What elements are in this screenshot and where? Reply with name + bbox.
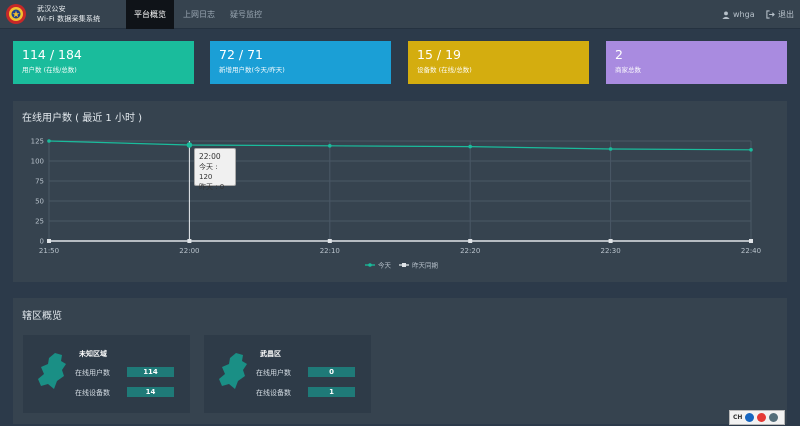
chart-grid: [48, 140, 752, 242]
chart-series: [48, 140, 752, 242]
chart-legend: 今天 昨天同期: [365, 261, 439, 270]
tooltip-time: 22:00: [199, 152, 221, 161]
logout-label: 退出: [778, 10, 794, 19]
district-name: 未知区域: [79, 350, 107, 358]
brand-org: 武汉公安: [37, 5, 66, 13]
x-axis: 21:50 22:00 22:10 22:20 22:30 22:40: [39, 247, 761, 255]
districts-title: 辖区概览: [22, 311, 62, 322]
stat-label: 设备数 (在线/总数): [417, 66, 472, 74]
username: whga: [733, 10, 755, 19]
chart-tooltip: 22:00 今天 : 120 昨天 : 0: [194, 148, 236, 191]
district-map-icon: [38, 353, 66, 389]
stat-card-merchants: 2 商家总数: [606, 41, 787, 84]
data-point: [47, 139, 51, 143]
y-tick-label: 100: [31, 158, 44, 166]
online-devices-label: 在线设备数: [256, 389, 291, 397]
logout-icon: [766, 10, 775, 19]
ime-sogou-icon[interactable]: [757, 413, 767, 422]
online-devices-label: 在线设备数: [75, 389, 110, 397]
y-tick-label: 0: [40, 238, 44, 246]
district-card-unknown[interactable]: 未知区域 在线用户数 114 在线设备数 14: [23, 335, 190, 413]
legend-marker: [402, 263, 406, 267]
online-users-badge: 0: [308, 367, 355, 377]
app-brand: 武汉公安 Wi-Fi 数据采集系统: [37, 4, 100, 24]
chart-points: [47, 139, 753, 243]
ime-mode-icon[interactable]: [745, 413, 755, 422]
user-icon: [722, 10, 730, 19]
y-tick-label: 75: [35, 178, 44, 186]
data-point: [187, 239, 192, 243]
tooltip-today: 今天 : 120: [199, 163, 218, 181]
brand-system: Wi-Fi 数据采集系统: [37, 15, 101, 23]
tab-suspect-monitor[interactable]: 疑号监控: [230, 10, 262, 19]
online-devices-badge: 1: [308, 387, 355, 397]
ime-settings-icon[interactable]: [769, 413, 779, 422]
chart-title: 在线用户数 ( 最近 1 小时 ): [22, 113, 143, 124]
data-point: [608, 239, 613, 243]
online-users-label: 在线用户数: [256, 369, 291, 377]
stat-label: 商家总数: [615, 66, 641, 74]
data-point: [608, 147, 613, 151]
data-point: [328, 144, 332, 148]
x-tick-label: 22:20: [460, 247, 480, 255]
tooltip-yesterday: 昨天 : 0: [199, 183, 225, 191]
stat-value: 114 / 184: [22, 47, 82, 62]
y-tick-label: 25: [35, 218, 44, 226]
ime-toolbar[interactable]: CH: [729, 410, 785, 425]
online-devices-badge: 14: [127, 387, 174, 397]
stat-label: 新增用户数(今天/昨天): [219, 66, 285, 74]
legend-marker: [368, 263, 372, 267]
top-navbar: 武汉公安 Wi-Fi 数据采集系统 平台概览 上网日志 疑号监控 whga 退出: [0, 0, 800, 29]
x-tick-label: 22:10: [320, 247, 340, 255]
stat-card-new-users: 72 / 71 新增用户数(今天/昨天): [210, 41, 391, 84]
data-point: [468, 239, 473, 243]
tab-platform-overview[interactable]: 平台概览: [126, 0, 174, 29]
series-line: [48, 140, 752, 151]
data-point: [749, 148, 753, 152]
online-users-panel: 在线用户数 ( 最近 1 小时 ): [13, 101, 787, 282]
district-card-wuchang[interactable]: 武昌区 在线用户数 0 在线设备数 1: [204, 335, 371, 413]
stat-card-devices: 15 / 19 设备数 (在线/总数): [408, 41, 589, 84]
ime-language-label: CH: [733, 414, 743, 421]
stat-card-users: 114 / 184 用户数 (在线/总数): [13, 41, 194, 84]
online-users-badge: 114: [127, 367, 174, 377]
x-tick-label: 21:50: [39, 247, 59, 255]
online-users-label: 在线用户数: [75, 369, 110, 377]
y-axis: 0 25 50 75 100 125: [31, 138, 44, 246]
legend-label: 昨天同期: [412, 261, 439, 270]
y-tick-label: 50: [35, 198, 44, 206]
data-point: [749, 239, 753, 243]
stat-value: 2: [615, 47, 623, 62]
data-point: [47, 239, 51, 243]
stat-value: 72 / 71: [219, 47, 263, 62]
stat-label: 用户数 (在线/总数): [22, 66, 77, 74]
x-tick-label: 22:30: [601, 247, 621, 255]
y-tick-label: 125: [31, 138, 44, 146]
logout-button[interactable]: 退出: [766, 0, 794, 29]
police-emblem-icon: [6, 4, 26, 24]
legend-label: 今天: [378, 261, 392, 270]
x-tick-label: 22:00: [179, 247, 199, 255]
tab-online-logs[interactable]: 上网日志: [183, 10, 215, 19]
data-point: [186, 142, 193, 148]
data-point: [468, 144, 473, 149]
district-name: 武昌区: [260, 350, 281, 358]
x-tick-label: 22:40: [741, 247, 761, 255]
data-point: [327, 239, 332, 243]
district-map-icon: [219, 353, 247, 389]
stat-value: 15 / 19: [417, 47, 461, 62]
user-menu[interactable]: whga: [722, 0, 755, 29]
